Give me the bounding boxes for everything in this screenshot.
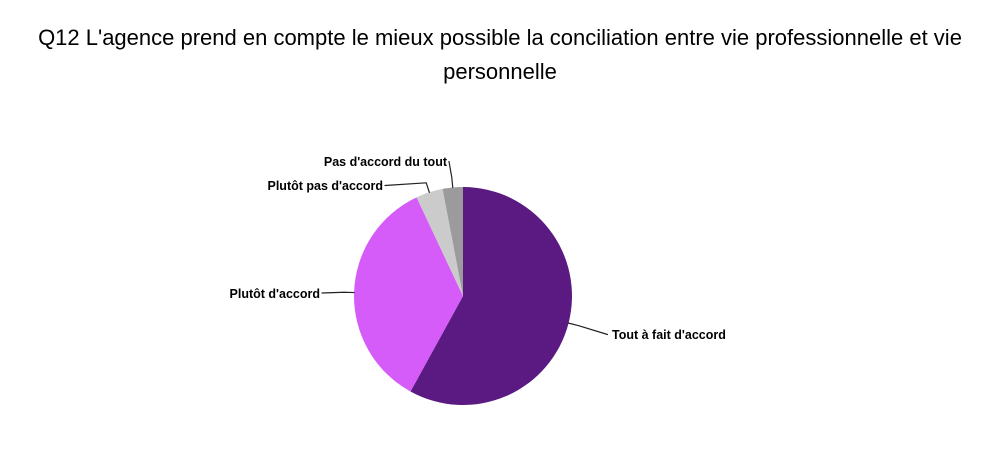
chart-title: Q12 L'agence prend en compte le mieux po… <box>38 25 962 84</box>
label-connectors <box>321 160 609 336</box>
pie-slice-2[interactable] <box>416 188 463 296</box>
pie-slices <box>354 187 572 405</box>
slice-label-pas-daccord-du-tout: Pas d'accord du tout <box>324 155 448 169</box>
slice-label-plutot-pas-daccord: Plutôt pas d'accord <box>268 179 384 193</box>
pie-slice-0[interactable] <box>410 187 572 405</box>
label-connector-1 <box>321 291 355 294</box>
label-connector-0 <box>567 322 609 336</box>
slice-label-tout-a-fait-daccord: Tout à fait d'accord <box>612 328 726 342</box>
label-connector-2 <box>384 182 430 193</box>
pie-slice-1[interactable] <box>354 197 463 392</box>
label-connector-3 <box>448 160 454 189</box>
slice-labels: Tout à fait d'accord Plutôt d'accord Plu… <box>230 155 726 342</box>
pie-slice-3[interactable] <box>442 187 463 296</box>
slice-label-plutot-daccord: Plutôt d'accord <box>230 287 320 301</box>
